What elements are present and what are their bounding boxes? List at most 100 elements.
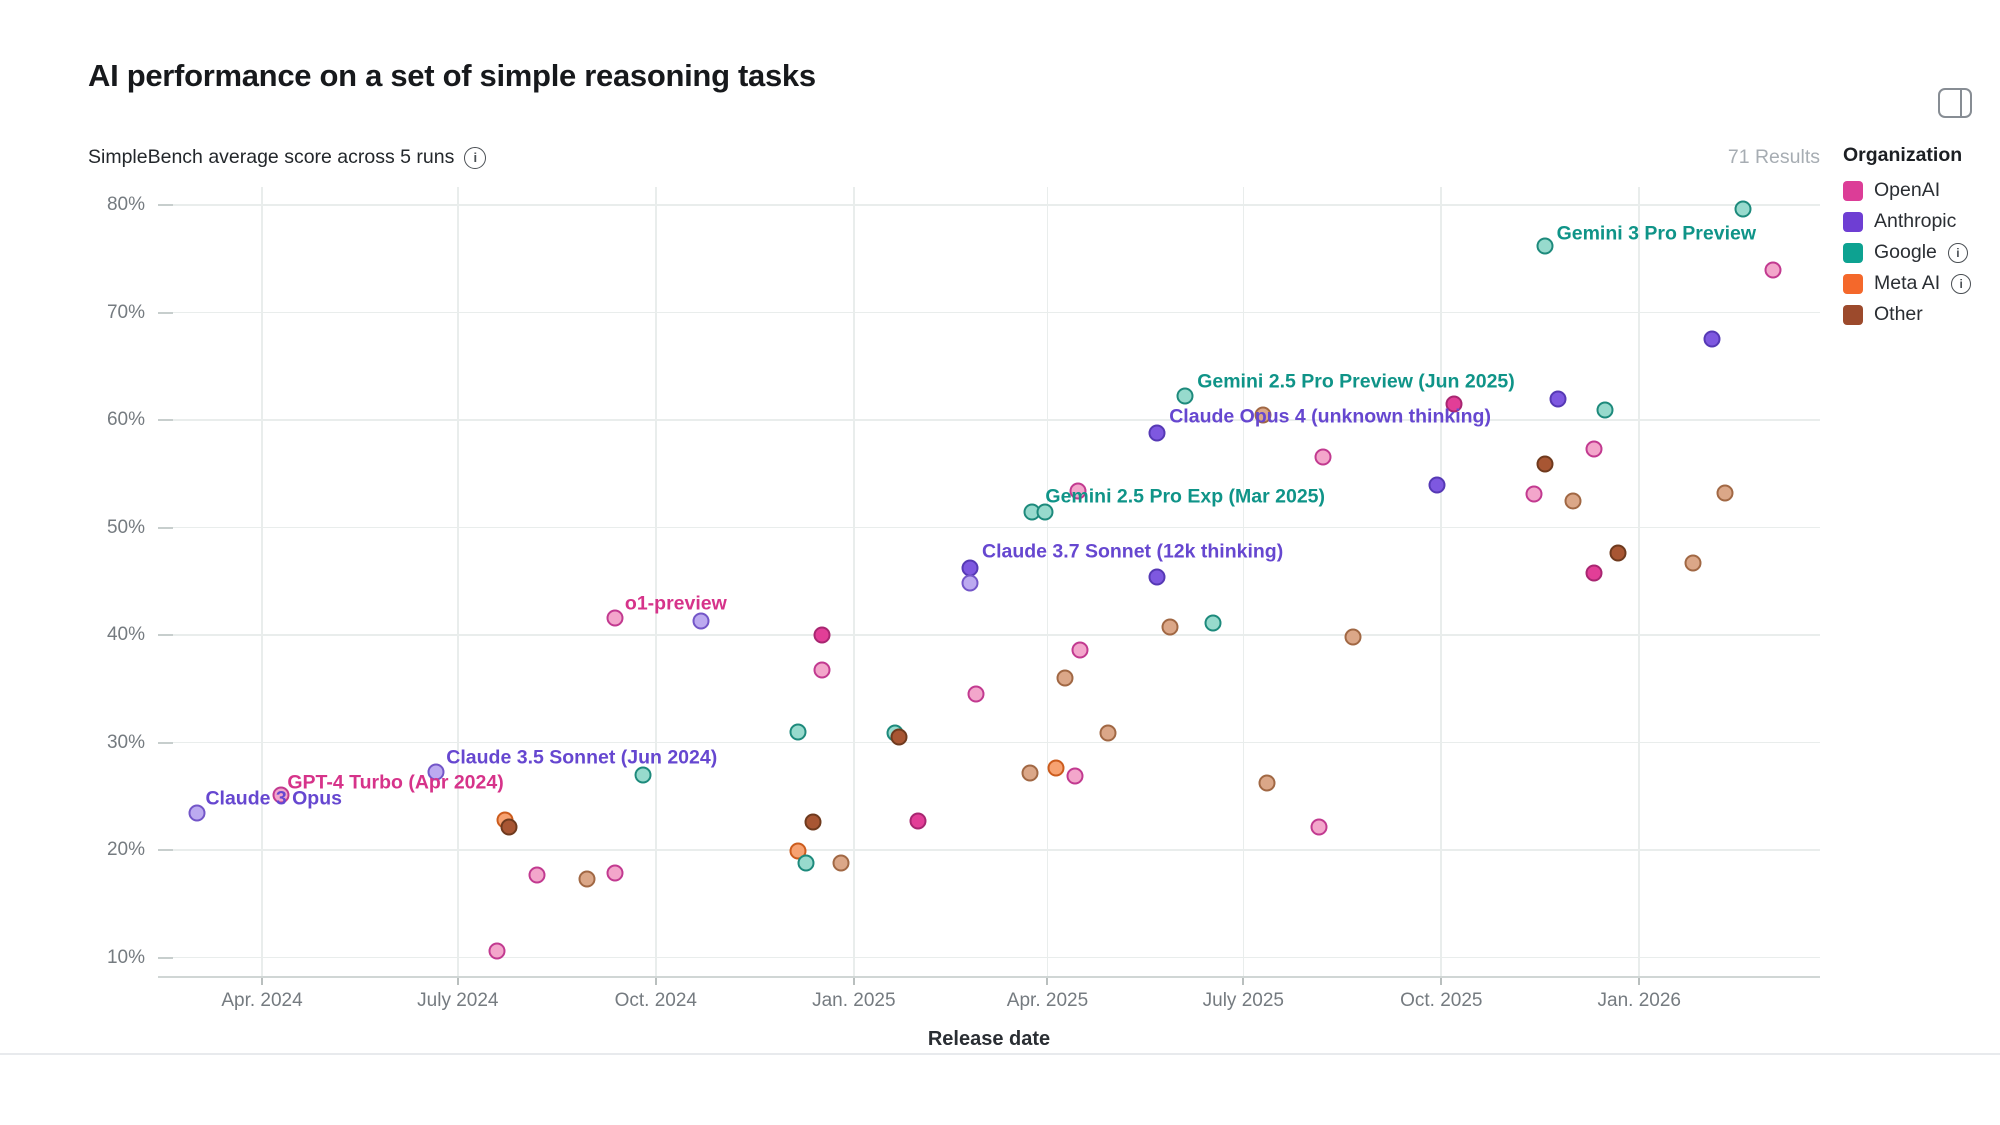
- x-tick-mark: [654, 977, 657, 985]
- data-point[interactable]: [1428, 476, 1446, 493]
- data-point[interactable]: [1314, 448, 1332, 466]
- data-point[interactable]: [1099, 724, 1117, 742]
- data-point[interactable]: [1066, 767, 1084, 785]
- x-tick-mark: [1242, 977, 1245, 985]
- data-point[interactable]: [1071, 641, 1089, 659]
- data-point[interactable]: [1609, 544, 1627, 562]
- legend-item-other[interactable]: Other: [1843, 303, 1993, 326]
- legend-item-openai[interactable]: OpenAI: [1843, 179, 1993, 202]
- data-point[interactable]: [813, 661, 831, 679]
- data-point[interactable]: [1161, 618, 1179, 636]
- x-tick-label: Apr. 2024: [221, 990, 303, 1011]
- data-point[interactable]: [804, 813, 822, 831]
- data-point[interactable]: [500, 818, 518, 836]
- data-point[interactable]: [967, 685, 985, 703]
- y-tick-mark: [158, 741, 173, 744]
- y-tick-label: 40%: [106, 624, 145, 645]
- legend-item-meta-ai[interactable]: Meta AI i: [1843, 272, 1993, 295]
- x-tick-mark: [1440, 977, 1443, 985]
- data-point[interactable]: [1596, 401, 1614, 419]
- data-point[interactable]: [427, 763, 445, 781]
- data-point[interactable]: [1549, 390, 1566, 407]
- legend-label: OpenAI: [1874, 179, 1941, 201]
- data-point[interactable]: [528, 866, 546, 884]
- data-point[interactable]: [1536, 455, 1554, 473]
- data-point[interactable]: [1254, 406, 1272, 424]
- legend-label: Anthropic: [1874, 210, 1957, 232]
- x-tick-mark: [1638, 977, 1641, 985]
- y-tick-mark: [158, 311, 173, 314]
- data-point[interactable]: [1148, 424, 1166, 442]
- gridline-horizontal: [158, 204, 1820, 206]
- data-point[interactable]: [1036, 503, 1054, 521]
- info-icon[interactable]: i: [1947, 242, 1968, 263]
- data-point[interactable]: [832, 854, 850, 872]
- gridline-vertical: [457, 187, 459, 977]
- panel-right-icon[interactable]: [1938, 88, 1972, 118]
- y-tick-mark: [158, 634, 173, 636]
- y-tick-mark: [158, 956, 173, 959]
- data-point[interactable]: [1069, 482, 1087, 500]
- data-point[interactable]: [1310, 818, 1328, 836]
- data-point[interactable]: [1703, 330, 1721, 348]
- data-point[interactable]: [188, 804, 206, 822]
- data-point[interactable]: [1344, 628, 1362, 646]
- point-label: Claude 3 Opus: [205, 787, 342, 810]
- gridline-horizontal: [158, 741, 1820, 744]
- data-point[interactable]: [1047, 759, 1065, 777]
- data-point[interactable]: [1564, 492, 1582, 510]
- data-point[interactable]: [1148, 568, 1166, 586]
- data-point[interactable]: [1525, 485, 1543, 503]
- data-point[interactable]: [634, 766, 652, 784]
- data-point[interactable]: [797, 854, 815, 872]
- chart-subtitle-row: SimpleBench average score across 5 runs …: [88, 146, 487, 169]
- legend-label: Other: [1874, 303, 1923, 325]
- data-point[interactable]: [813, 626, 831, 644]
- y-tick-label: 80%: [106, 194, 145, 215]
- data-point[interactable]: [1734, 200, 1752, 218]
- data-point[interactable]: [1585, 440, 1603, 458]
- gridline-vertical: [1638, 187, 1641, 977]
- data-point[interactable]: [1258, 774, 1276, 792]
- data-point[interactable]: [1176, 387, 1194, 405]
- y-tick-label: 60%: [106, 409, 145, 430]
- data-point[interactable]: [692, 612, 710, 630]
- legend-item-anthropic[interactable]: Anthropic: [1843, 210, 1993, 233]
- data-point[interactable]: [789, 723, 807, 741]
- y-tick-mark: [158, 849, 173, 851]
- data-point[interactable]: [961, 574, 979, 592]
- data-point[interactable]: [1021, 764, 1039, 782]
- legend-item-google[interactable]: Google i: [1843, 241, 1993, 264]
- info-icon[interactable]: i: [464, 146, 487, 169]
- legend: Organization OpenAI Anthropic Google i Meta …: [1843, 144, 1993, 334]
- data-point[interactable]: [1204, 614, 1222, 632]
- data-point[interactable]: [606, 864, 624, 882]
- x-tick-mark: [852, 977, 855, 985]
- chart-subtitle: SimpleBench average score across 5 runs: [88, 146, 455, 168]
- y-tick-label: 20%: [106, 839, 145, 860]
- x-tick-label: Jan. 2025: [812, 990, 896, 1011]
- data-point[interactable]: [1684, 554, 1702, 572]
- data-point[interactable]: [1445, 395, 1463, 413]
- data-point[interactable]: [1764, 261, 1782, 278]
- page-title: AI performance on a set of simple reason…: [88, 58, 816, 93]
- x-axis-line: [158, 976, 1820, 978]
- x-tick-label: July 2024: [417, 990, 499, 1011]
- data-point[interactable]: [1716, 484, 1734, 502]
- point-label: Gemini 2.5 Pro Preview (Jun 2025): [1197, 370, 1515, 393]
- data-point[interactable]: [890, 728, 908, 746]
- legend-swatch: [1843, 304, 1863, 325]
- data-point[interactable]: [1585, 564, 1603, 582]
- data-point[interactable]: [272, 786, 290, 804]
- data-point[interactable]: [606, 609, 624, 627]
- x-tick-label: Jan. 2026: [1597, 990, 1681, 1011]
- point-label: Gemini 2.5 Pro Exp (Mar 2025): [1045, 485, 1326, 508]
- data-point[interactable]: [578, 870, 596, 888]
- legend-title: Organization: [1843, 144, 1963, 166]
- data-point[interactable]: [909, 812, 927, 830]
- data-point[interactable]: [1056, 669, 1074, 687]
- data-point[interactable]: [1536, 237, 1554, 255]
- info-icon[interactable]: i: [1951, 273, 1972, 294]
- data-point[interactable]: [488, 942, 506, 960]
- gridline-vertical: [1046, 187, 1049, 977]
